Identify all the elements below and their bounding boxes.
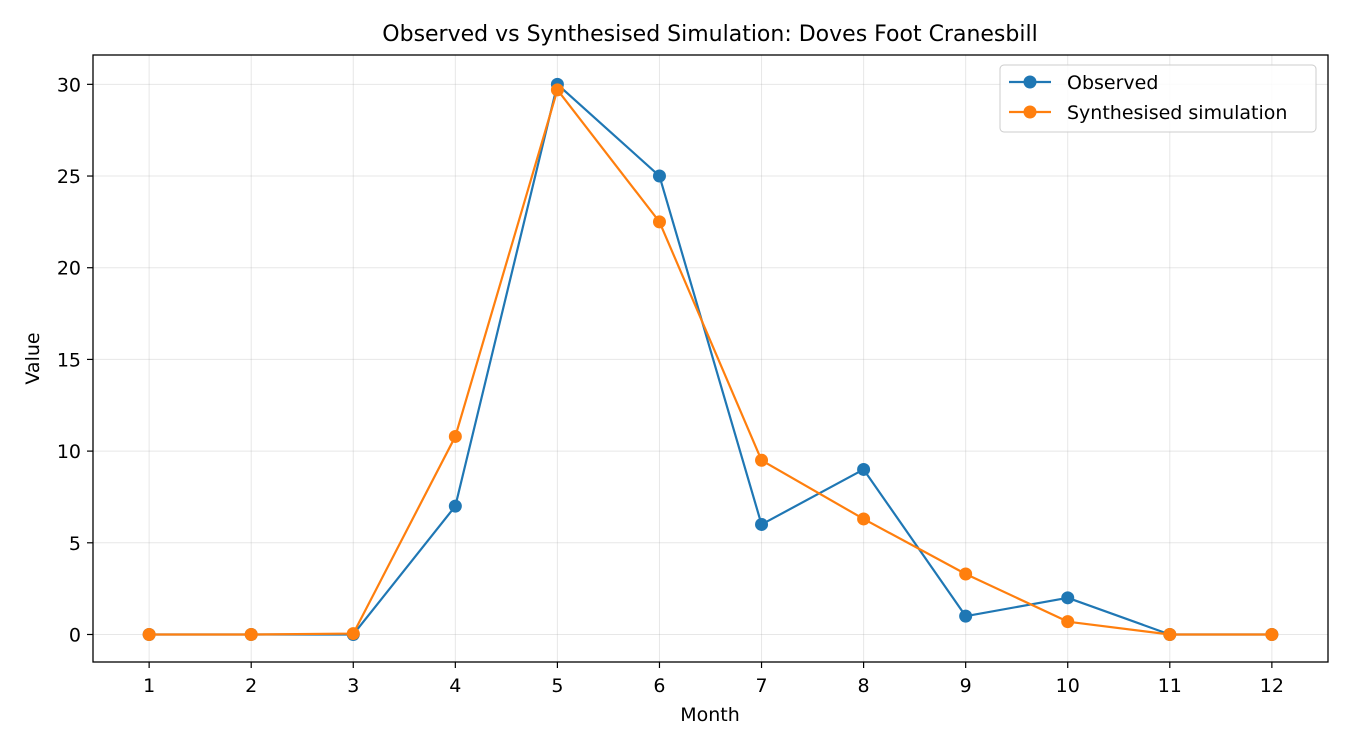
x-tick-label: 1 <box>143 675 155 697</box>
y-tick-label: 25 <box>57 166 81 188</box>
series-layer <box>142 77 1279 641</box>
legend-item-synthesised: Synthesised simulation <box>1009 102 1287 124</box>
data-point-synthesised <box>652 215 666 229</box>
x-tick-label: 4 <box>449 675 461 697</box>
series-line-synthesised <box>149 88 1272 636</box>
x-tick-label: 11 <box>1158 675 1182 697</box>
data-point-synthesised <box>550 83 564 97</box>
legend: Observed Synthesised simulation <box>999 64 1317 133</box>
data-point-synthesised <box>1061 615 1075 629</box>
data-point-observed <box>448 499 462 513</box>
plot-area-frame <box>92 54 1329 663</box>
data-point-synthesised <box>857 512 871 526</box>
y-tick-label: 5 <box>69 533 81 555</box>
data-point-synthesised <box>142 627 156 641</box>
legend-marker-observed <box>1023 75 1037 89</box>
legend-item-observed: Observed <box>1009 72 1158 94</box>
x-tick-label: 3 <box>347 675 359 697</box>
data-point-observed <box>1061 591 1075 605</box>
data-point-synthesised <box>959 567 973 581</box>
legend-label-synthesised: Synthesised simulation <box>1067 102 1287 124</box>
x-tick-label: 12 <box>1260 675 1284 697</box>
x-tick-label: 7 <box>755 675 767 697</box>
y-tick-label: 15 <box>57 349 81 371</box>
data-point-synthesised <box>1265 627 1279 641</box>
data-point-synthesised <box>244 627 258 641</box>
data-point-observed <box>857 462 871 476</box>
x-tick-label: 10 <box>1056 675 1080 697</box>
legend-box <box>999 64 1317 133</box>
x-tick-label: 8 <box>858 675 870 697</box>
x-tick-label: 5 <box>551 675 563 697</box>
data-point-synthesised <box>1163 627 1177 641</box>
data-point-synthesised <box>755 453 769 467</box>
chart-title: Observed vs Synthesised Simulation: Dove… <box>382 22 1037 47</box>
data-point-observed <box>959 609 973 623</box>
y-tick-label: 30 <box>57 74 81 96</box>
x-tick-label: 2 <box>245 675 257 697</box>
y-axis-label: Value <box>22 332 44 384</box>
y-tick-label: 10 <box>57 441 81 463</box>
data-point-synthesised <box>448 429 462 443</box>
data-point-observed <box>652 169 666 183</box>
y-tick-label: 20 <box>57 258 81 280</box>
data-point-synthesised <box>346 627 360 641</box>
legend-label-observed: Observed <box>1067 72 1158 94</box>
legend-marker-synthesised <box>1023 105 1037 119</box>
x-tick-label: 9 <box>960 675 972 697</box>
y-tick-label: 0 <box>69 624 81 646</box>
x-tick-label: 6 <box>653 675 665 697</box>
x-axis-label: Month <box>680 704 740 726</box>
data-point-observed <box>755 517 769 531</box>
